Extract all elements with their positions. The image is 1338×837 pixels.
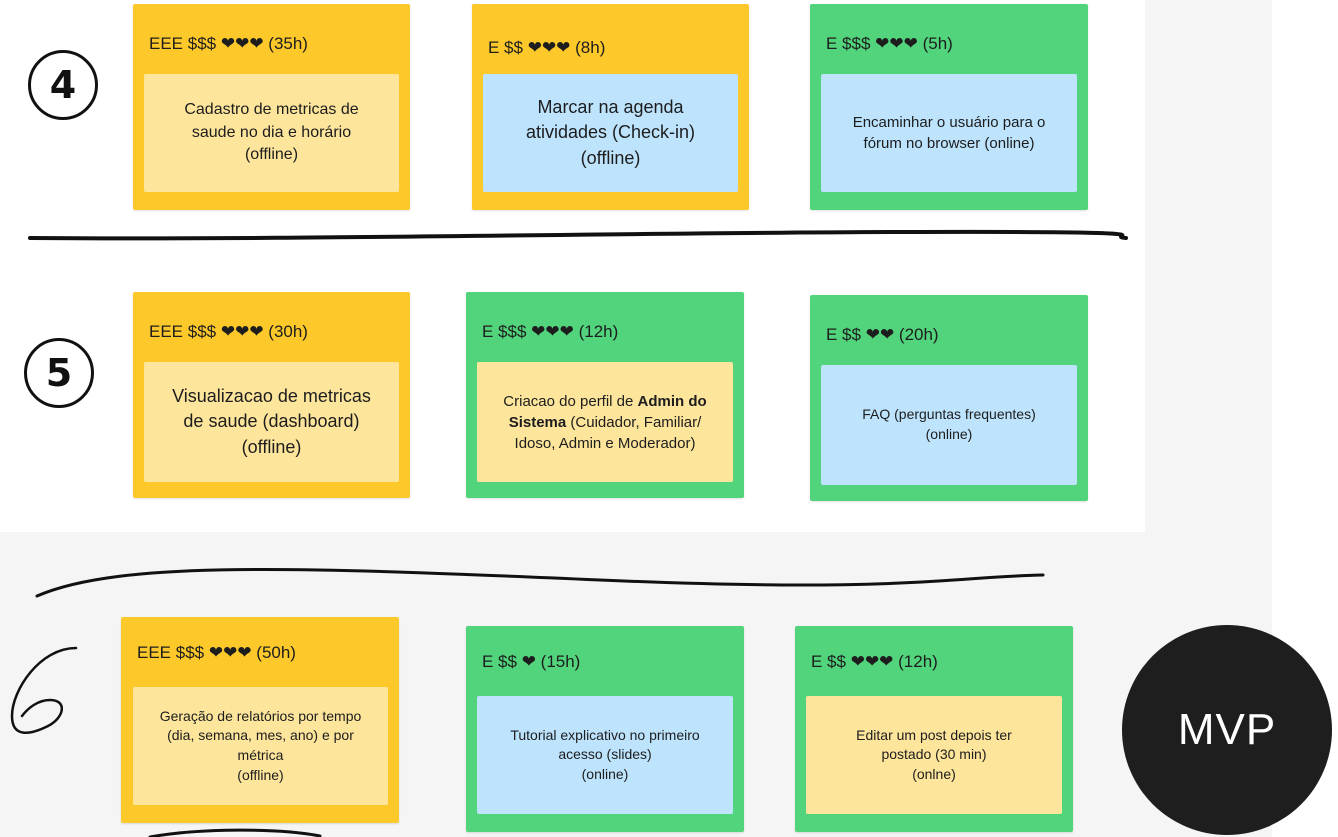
card-header: E $$ ❤❤❤ (8h) (488, 38, 606, 57)
card-text: Marcar na agenda atividades (Check-in) (… (525, 97, 696, 168)
card-text: Visualizacao de metricas de saude (dashb… (172, 386, 371, 457)
card-header: EEE $$$ ❤❤❤ (50h) (137, 643, 296, 662)
card-note[interactable]: Geração de relatórios por tempo (dia, se… (133, 687, 388, 805)
mvp-circle[interactable]: MVP (1122, 625, 1332, 835)
priority-5-badge: 5 (24, 338, 94, 408)
card-note[interactable]: Tutorial explicativo no primeiro acesso … (477, 696, 733, 814)
card-header: EEE $$$ ❤❤❤ (30h) (149, 322, 308, 341)
badge-label: 5 (45, 351, 73, 395)
sticky-card[interactable]: E $$ ❤❤❤ (8h) Marcar na agenda atividade… (472, 4, 749, 210)
card-header: E $$$ ❤❤❤ (12h) (482, 322, 619, 341)
card-text: Geração de relatórios por tempo (dia, se… (159, 707, 362, 783)
card-header: E $$ ❤ (15h) (482, 652, 581, 671)
sticky-card[interactable]: E $$ ❤❤❤ (12h) Editar um post depois ter… (795, 626, 1073, 832)
badge-label: 4 (49, 63, 77, 107)
card-note[interactable]: FAQ (perguntas frequentes) (online) (821, 365, 1077, 485)
card-note[interactable]: Editar um post depois ter postado (30 mi… (806, 696, 1062, 814)
separator-line-2 (35, 567, 1045, 598)
card-note[interactable]: Cadastro de metricas de saude no dia e h… (144, 74, 399, 192)
card-text: FAQ (perguntas frequentes) (online) (862, 406, 1036, 442)
card-note[interactable]: Marcar na agenda atividades (Check-in) (… (483, 74, 738, 192)
card-header: EEE $$$ ❤❤❤ (35h) (149, 34, 308, 53)
card-header: E $$$ ❤❤❤ (5h) (826, 34, 953, 53)
card-note[interactable]: Visualizacao de metricas de saude (dashb… (144, 362, 399, 482)
card-text: Cadastro de metricas de saude no dia e h… (184, 101, 359, 164)
handwritten-six-icon (10, 646, 78, 734)
separator-line-3-partial (148, 828, 322, 837)
sticky-card[interactable]: E $$ ❤❤ (20h) FAQ (perguntas frequentes)… (810, 295, 1088, 501)
card-text: Editar um post depois ter postado (30 mi… (856, 726, 1012, 782)
card-text: Encaminhar o usuário para o fórum no bro… (852, 114, 1046, 152)
sticky-card[interactable]: EEE $$$ ❤❤❤ (50h) Geração de relatórios … (121, 617, 399, 823)
card-text: Criacao do perfil de Admin do Sistema (C… (503, 392, 707, 452)
priority-4-badge: 4 (28, 50, 98, 120)
card-header: E $$ ❤❤❤ (12h) (811, 652, 938, 671)
sticky-card[interactable]: E $$ ❤ (15h) Tutorial explicativo no pri… (466, 626, 744, 832)
sticky-card[interactable]: E $$$ ❤❤❤ (12h) Criacao do perfil de Adm… (466, 292, 744, 498)
sticky-card[interactable]: E $$$ ❤❤❤ (5h) Encaminhar o usuário para… (810, 4, 1088, 210)
board-margin-right (1145, 0, 1272, 532)
card-text: Tutorial explicativo no primeiro acesso … (510, 726, 700, 782)
sticky-card[interactable]: EEE $$$ ❤❤❤ (35h) Cadastro de metricas d… (133, 4, 410, 210)
card-note[interactable]: Encaminhar o usuário para o fórum no bro… (821, 74, 1077, 192)
card-note[interactable]: Criacao do perfil de Admin do Sistema (C… (477, 362, 733, 482)
mvp-label: MVP (1177, 705, 1277, 754)
separator-line-1 (28, 229, 1128, 241)
sticky-card[interactable]: EEE $$$ ❤❤❤ (30h) Visualizacao de metric… (133, 292, 410, 498)
card-header: E $$ ❤❤ (20h) (826, 325, 939, 344)
